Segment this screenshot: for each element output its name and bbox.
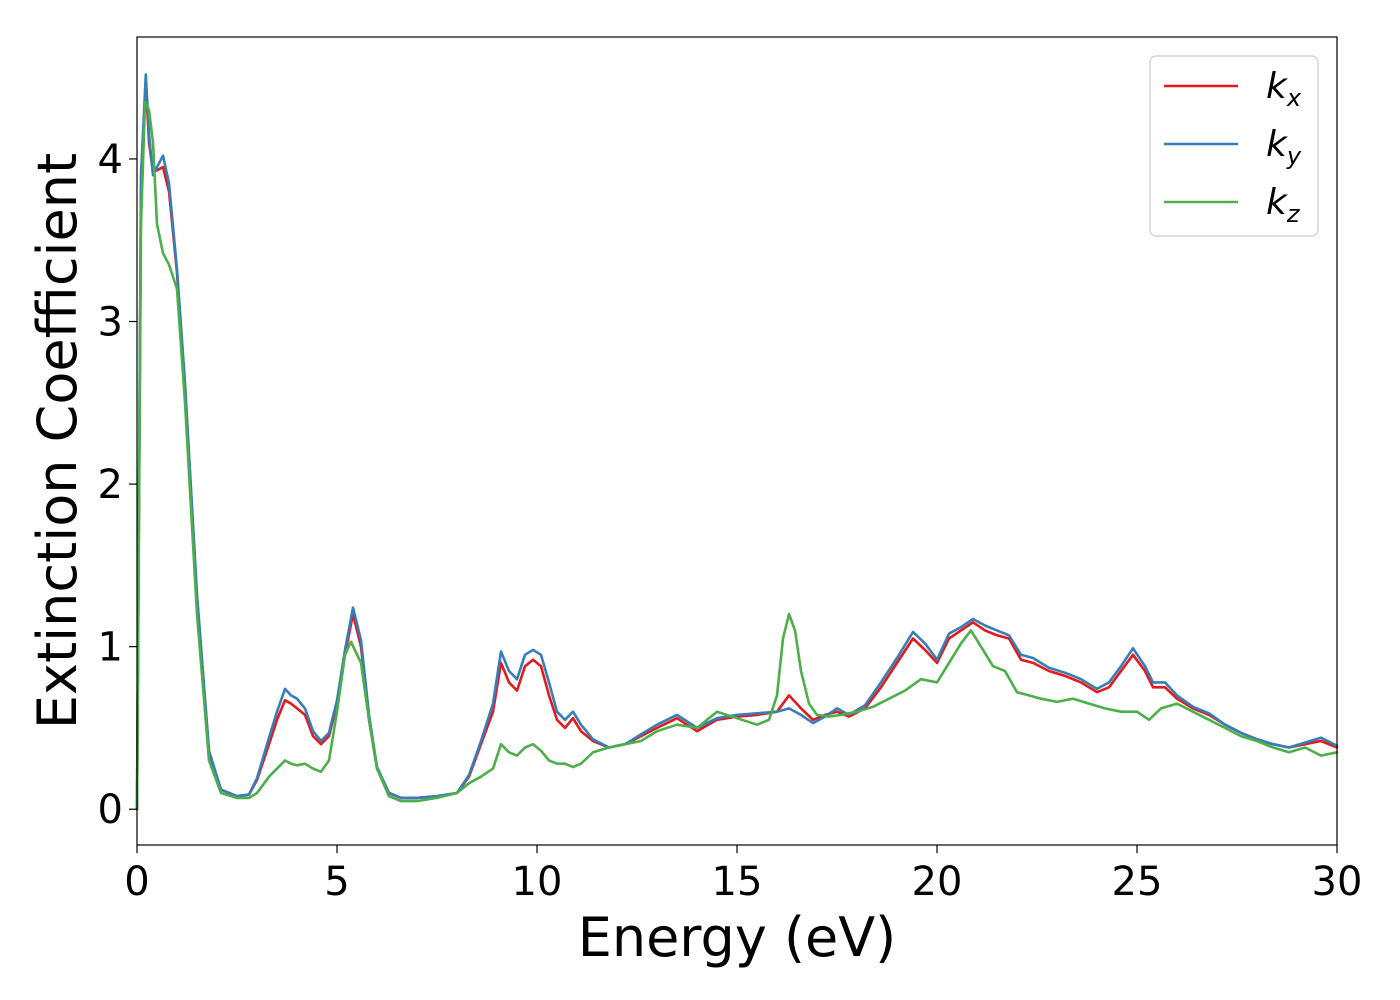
y-tick-label: 1 xyxy=(98,625,123,671)
series-lines xyxy=(135,73,1339,811)
x-tick-label: 25 xyxy=(1112,859,1163,905)
x-axis-ticks: 0 5 10 15 20 25 30 xyxy=(124,845,1362,905)
legend-label-kz: kz xyxy=(1266,182,1301,228)
series-line-ky xyxy=(135,73,1339,811)
x-tick-label: 5 xyxy=(324,859,349,905)
x-axis-title: Energy (eV) xyxy=(578,906,897,969)
y-axis-title: Extinction Coefficient xyxy=(26,153,89,729)
x-tick-label: 0 xyxy=(124,859,149,905)
y-tick-label: 0 xyxy=(98,787,123,833)
legend: kx ky kz xyxy=(1149,55,1319,237)
x-tick-label: 30 xyxy=(1312,859,1363,905)
y-tick-label: 2 xyxy=(98,462,123,508)
series-line-kz xyxy=(135,100,1339,811)
x-tick-label: 20 xyxy=(912,859,963,905)
x-tick-label: 10 xyxy=(512,859,563,905)
y-tick-label: 3 xyxy=(98,300,123,346)
y-tick-label: 4 xyxy=(98,137,123,183)
x-tick-label: 15 xyxy=(712,859,763,905)
legend-box xyxy=(1149,55,1319,237)
y-axis-ticks: 0 1 2 3 4 xyxy=(98,137,137,833)
legend-label-kx: kx xyxy=(1266,66,1302,112)
legend-label-ky: ky xyxy=(1266,124,1302,170)
